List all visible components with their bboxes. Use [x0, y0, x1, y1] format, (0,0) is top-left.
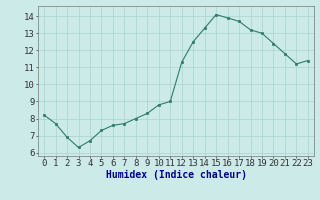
X-axis label: Humidex (Indice chaleur): Humidex (Indice chaleur) — [106, 170, 246, 180]
